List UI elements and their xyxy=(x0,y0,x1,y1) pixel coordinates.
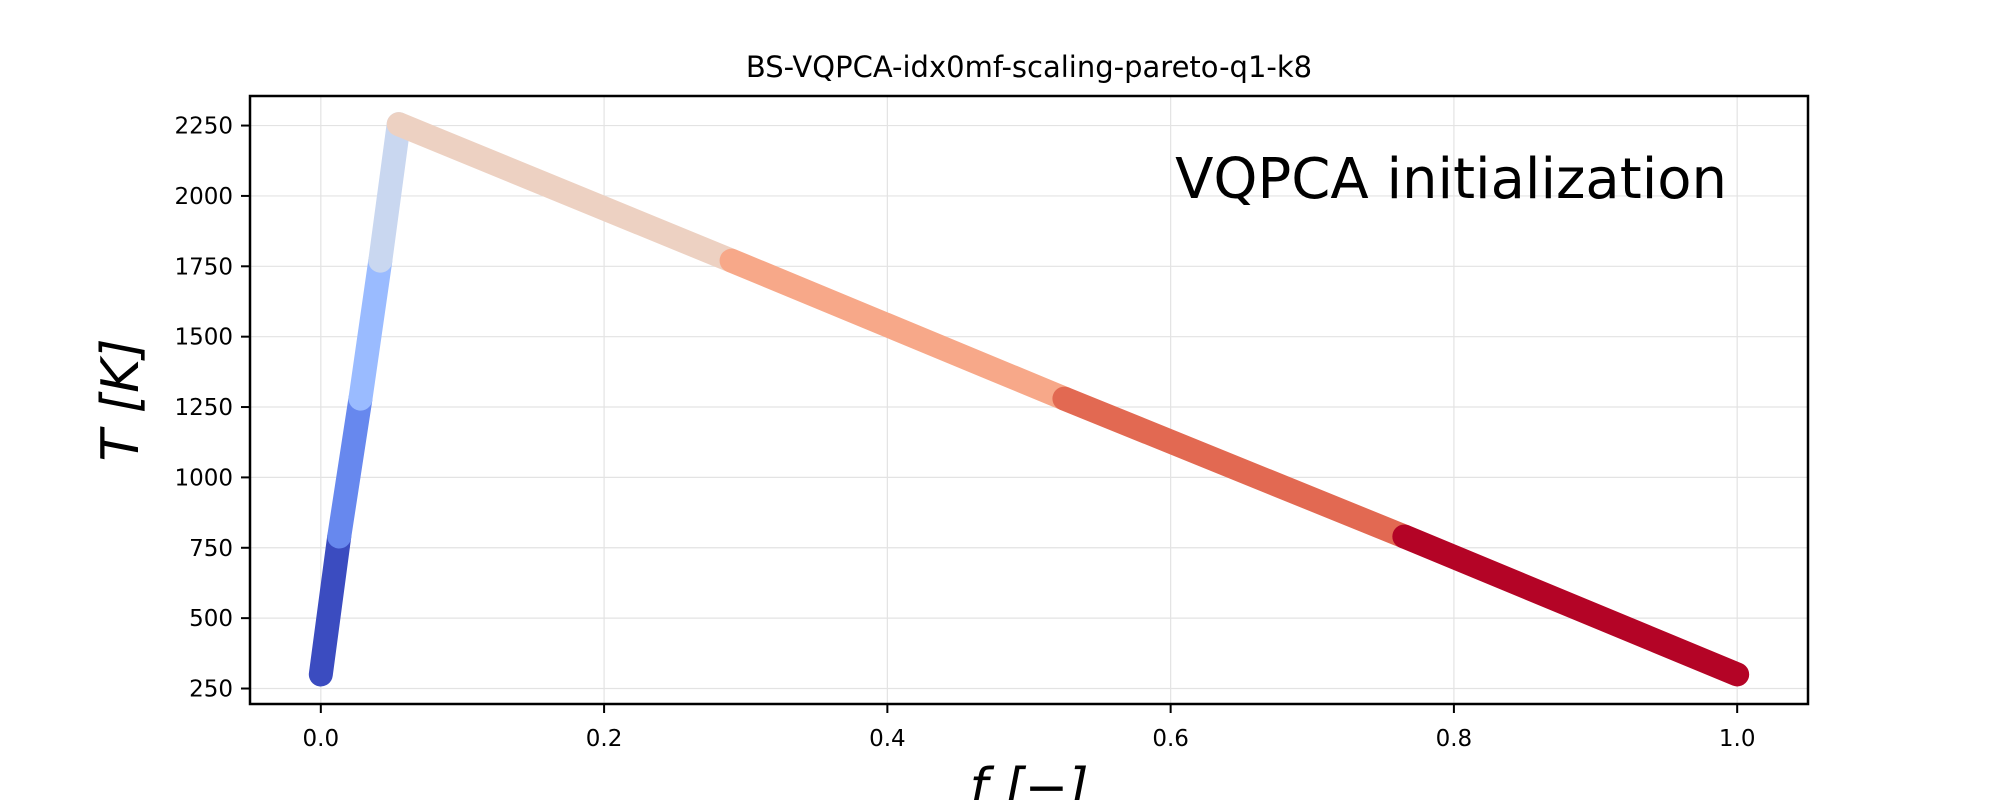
series-line xyxy=(348,248,393,411)
series-line xyxy=(1052,386,1417,549)
annotation-text: VQPCA initialization xyxy=(1175,147,1727,212)
series-line xyxy=(327,386,373,549)
y-tick-label: 1250 xyxy=(174,395,233,421)
y-tick-label: 1000 xyxy=(174,465,233,491)
y-tick-label: 2000 xyxy=(174,184,233,210)
series-line xyxy=(308,524,352,687)
grid xyxy=(250,96,1808,704)
y-axis-label: T [K] xyxy=(91,339,151,462)
y-tick-label: 2250 xyxy=(174,114,233,140)
y-tick-label: 250 xyxy=(189,677,233,703)
ticks: 0.0 0.2 0.4 0.6 0.8 1.0 250 500 750 1000 1250 1500 1… xyxy=(174,114,1755,752)
x-axis-label: f [−] xyxy=(970,758,1089,800)
x-tick-label: 0.4 xyxy=(869,726,906,752)
series-line xyxy=(719,248,1077,411)
series-line xyxy=(1392,524,1750,687)
y-tick-label: 1500 xyxy=(174,325,233,351)
y-tick-label: 1750 xyxy=(174,254,233,280)
plot-frame xyxy=(248,94,1810,706)
x-tick-label: 0.0 xyxy=(303,726,340,752)
series-line xyxy=(368,112,411,273)
x-tick-label: 1.0 xyxy=(1719,726,1756,752)
series-layer xyxy=(308,112,1750,687)
x-tick-label: 0.6 xyxy=(1152,726,1189,752)
x-tick-label: 0.8 xyxy=(1436,726,1473,752)
x-tick-label: 0.2 xyxy=(586,726,623,752)
chart-title: BS-VQPCA-idx0mf-scaling-pareto-q1-k8 xyxy=(746,50,1312,84)
series-line xyxy=(386,112,744,273)
y-tick-label: 750 xyxy=(189,536,233,562)
y-tick-label: 500 xyxy=(189,606,233,632)
